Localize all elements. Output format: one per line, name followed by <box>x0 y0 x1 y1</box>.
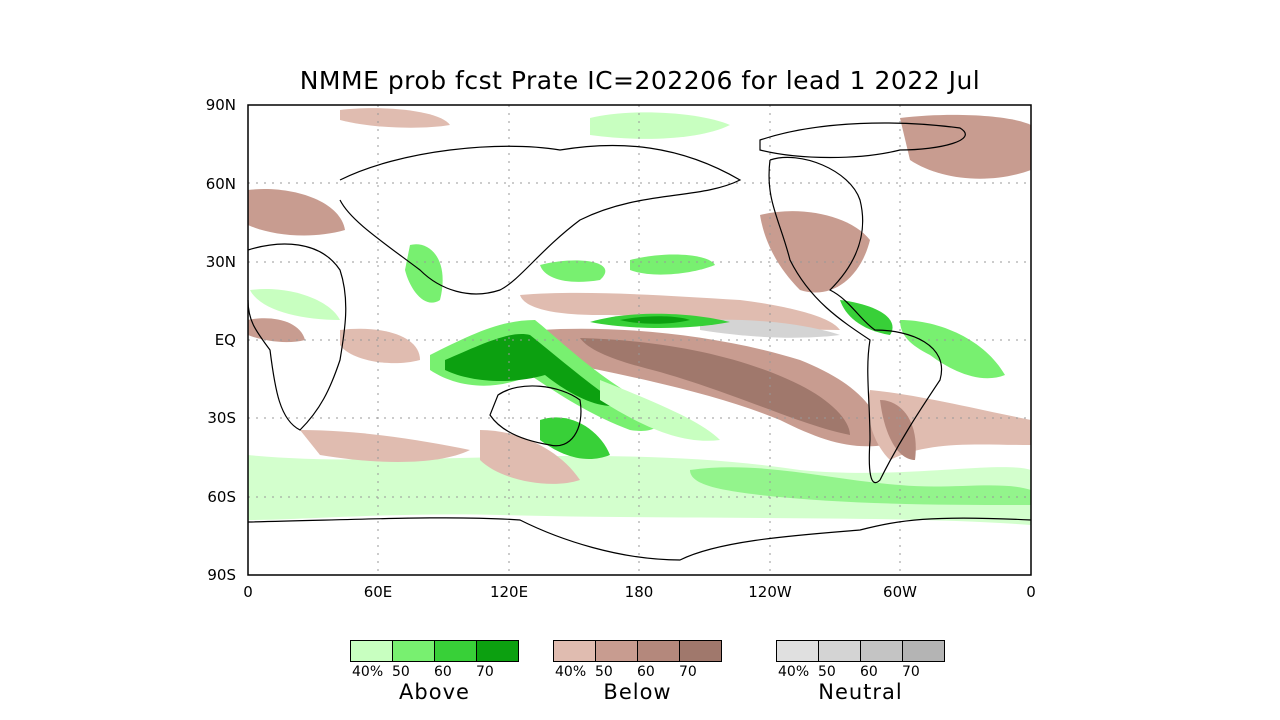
legend-tick: 50 <box>392 664 410 680</box>
y-label-30s: 30S <box>207 409 236 427</box>
legend-swatch <box>903 641 944 661</box>
y-label-60n: 60N <box>205 175 236 193</box>
legend-swatch <box>393 641 435 661</box>
legend-swatch <box>435 641 477 661</box>
x-label-180: 180 <box>624 583 654 601</box>
x-label-60w: 60W <box>883 583 917 601</box>
map-title: NMME prob fcst Prate IC=202206 for lead … <box>299 66 981 95</box>
legend-neutral: 40% 50 60 70 Neutral <box>776 640 945 704</box>
y-label-90s: 90S <box>207 566 236 584</box>
legend-tick: 40% <box>352 664 384 680</box>
coastlines <box>247 122 1032 561</box>
legend-tick: 70 <box>476 664 494 680</box>
y-label-60s: 60S <box>207 488 236 506</box>
legend-below: 40% 50 60 70 Below <box>553 640 722 704</box>
legend-swatch <box>351 641 393 661</box>
legend-above: 40% 50 60 70 Above <box>350 640 519 704</box>
legend-tick: 60 <box>434 664 452 680</box>
y-label-eq: EQ <box>214 331 236 349</box>
legend-label-above: Above <box>399 680 470 704</box>
legend-tick: 60 <box>637 664 655 680</box>
legend-tick: 40% <box>778 664 810 680</box>
legend-tick: 50 <box>595 664 613 680</box>
legend-swatch <box>554 641 596 661</box>
legend-tick: 40% <box>555 664 587 680</box>
x-label-0: 0 <box>243 583 253 601</box>
legend-label-neutral: Neutral <box>818 680 903 704</box>
x-label-120w: 120W <box>748 583 792 601</box>
legend-label-below: Below <box>603 680 672 704</box>
legend-tick: 70 <box>902 664 920 680</box>
legend-swatch <box>777 641 819 661</box>
legend-swatch <box>819 641 861 661</box>
map-frame <box>247 104 1032 576</box>
y-label-30n: 30N <box>205 253 236 271</box>
legend-tick: 60 <box>860 664 878 680</box>
legend-tick: 70 <box>679 664 697 680</box>
legend-swatch <box>861 641 903 661</box>
y-label-90n: 90N <box>205 96 236 114</box>
legend-swatch <box>680 641 721 661</box>
legend-swatch <box>638 641 680 661</box>
x-label-120e: 120E <box>489 583 529 601</box>
legend-tick: 50 <box>818 664 836 680</box>
x-label-0-east: 0 <box>1026 583 1036 601</box>
x-label-60e: 60E <box>363 583 393 601</box>
legend-swatch <box>477 641 518 661</box>
legend-swatch <box>596 641 638 661</box>
